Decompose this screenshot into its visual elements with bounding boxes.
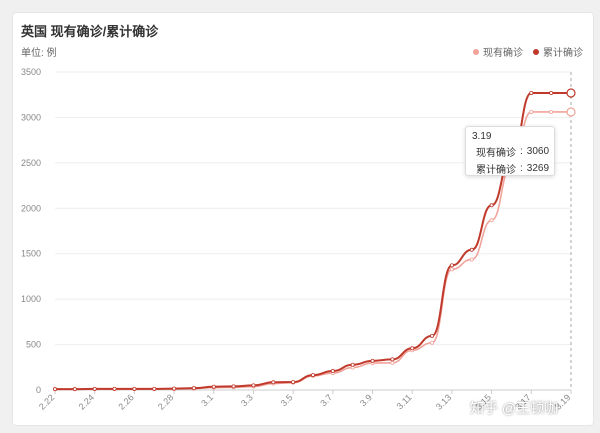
- x-tick-label: 3.9: [358, 392, 374, 408]
- data-point-total: [132, 386, 137, 391]
- legend-item-total[interactable]: 累计确诊: [533, 44, 583, 59]
- legend-dot-current: [473, 48, 479, 55]
- y-tick-label: 2000: [21, 203, 41, 213]
- x-tick-label: 2.22: [37, 392, 56, 411]
- x-tick-label: 3.1: [199, 392, 215, 408]
- data-point-total: [330, 369, 335, 374]
- data-point-total: [430, 333, 435, 338]
- data-point-total: [449, 263, 454, 268]
- x-tick-label: 3.7: [318, 392, 334, 408]
- y-tick-label: 500: [26, 340, 41, 350]
- x-tick-label: 3.13: [434, 392, 453, 411]
- data-point-total: [469, 247, 474, 252]
- data-point-current: [489, 218, 494, 223]
- data-point-current: [430, 340, 435, 345]
- data-point-total: [489, 203, 494, 208]
- data-point-total: [72, 387, 77, 392]
- data-point-total: [390, 357, 395, 362]
- data-point-total: [231, 384, 236, 389]
- tooltip-label-total: 累计确诊: [476, 165, 516, 176]
- x-tick-label: 3.3: [239, 392, 255, 408]
- y-tick-label: 1500: [21, 249, 41, 259]
- data-point-current: [529, 109, 534, 114]
- tooltip-label-current: 现有确诊: [476, 148, 516, 159]
- data-point-total: [211, 384, 216, 389]
- tooltip: 3.19 现有确诊: 3060 累计确诊: 3269: [465, 126, 555, 176]
- y-tick-label: 1000: [21, 294, 41, 304]
- data-point-total: [529, 90, 534, 95]
- data-point-total: [112, 386, 117, 391]
- legend-dot-total: [533, 48, 539, 55]
- data-point-current: [449, 267, 454, 272]
- unit-label: 单位: 例: [21, 48, 57, 59]
- legend-item-current[interactable]: 现有确诊: [473, 44, 523, 59]
- data-point-total: [566, 88, 576, 98]
- x-tick-label: 3.11: [395, 392, 414, 411]
- data-point-total: [152, 386, 157, 391]
- legend-label-total: 累计确诊: [543, 48, 583, 59]
- data-point-current: [469, 257, 474, 262]
- x-tick-label: 3.5: [279, 392, 295, 408]
- data-point-current: [390, 360, 395, 365]
- data-point-total: [191, 386, 196, 391]
- data-point-total: [251, 383, 256, 388]
- y-tick-label: 3500: [21, 67, 41, 77]
- legend: 现有确诊 累计确诊: [473, 44, 583, 59]
- y-tick-label: 3000: [21, 112, 41, 122]
- data-point-current: [549, 109, 554, 114]
- x-tick-label: 2.26: [116, 392, 135, 411]
- chart-card: 英国 现有确诊/累计确诊 单位: 例 现有确诊 累计确诊: [12, 12, 594, 426]
- legend-label-current: 现有确诊: [483, 48, 523, 59]
- data-point-total: [350, 362, 355, 367]
- data-point-total: [310, 373, 315, 378]
- data-point-total: [271, 380, 276, 385]
- x-tick-label: 2.24: [77, 392, 96, 411]
- data-point-total: [291, 380, 296, 385]
- tooltip-value-current: 3060: [526, 146, 550, 157]
- tooltip-value-total: 3269: [526, 163, 550, 174]
- data-point-total: [410, 346, 415, 351]
- y-tick-label: 2500: [21, 158, 41, 168]
- data-point-total: [92, 386, 97, 391]
- chart-title: 英国 现有确诊/累计确诊: [21, 24, 159, 39]
- data-point-current: [566, 107, 576, 117]
- tooltip-row-total: 累计确诊: 3269: [476, 163, 550, 176]
- x-tick-label: 2.28: [156, 392, 175, 411]
- watermark: 知乎 @王顿咖: [470, 400, 559, 416]
- data-point-total: [53, 387, 58, 392]
- y-tick-label: 0: [36, 385, 41, 395]
- data-point-total: [549, 90, 554, 95]
- data-point-total: [370, 358, 375, 363]
- data-point-total: [172, 386, 177, 391]
- tooltip-row-current: 现有确诊: 3060: [476, 146, 550, 159]
- tooltip-title: 3.19: [472, 131, 492, 142]
